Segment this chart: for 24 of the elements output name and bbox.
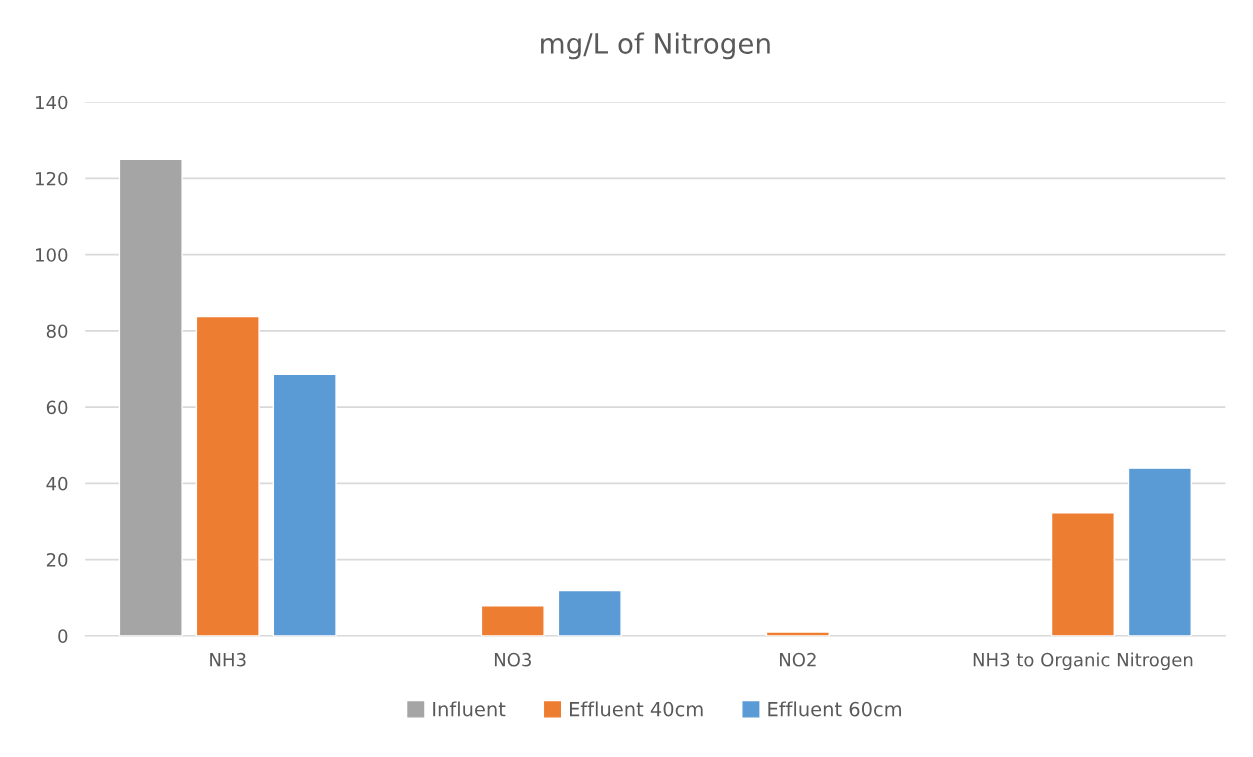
bar — [118, 158, 183, 636]
y-tick-label: 140 — [36, 95, 68, 110]
bar — [1127, 467, 1192, 636]
legend-label: Influent — [433, 701, 506, 717]
x-tick-label: NO2 — [780, 652, 816, 667]
bar — [1050, 512, 1115, 636]
y-tick-label: 60 — [46, 400, 68, 415]
y-tick-label: 120 — [36, 171, 68, 186]
bar — [557, 589, 622, 636]
legend-label: Effluent 40cm — [570, 701, 703, 717]
chart-title: mg/L of Nitrogen — [541, 32, 770, 60]
y-tick-label: 20 — [46, 553, 68, 567]
y-tick-label: 100 — [36, 248, 68, 262]
x-tick-label: NH3 — [210, 652, 246, 667]
bar — [480, 605, 545, 636]
y-tick-label: 80 — [46, 324, 68, 339]
bar — [272, 373, 337, 636]
legend-label: Effluent 60cm — [768, 701, 901, 717]
y-tick-label: 40 — [46, 476, 68, 491]
bar — [765, 631, 830, 636]
x-tick-label: NO3 — [494, 652, 531, 667]
x-tick-label: NH3 to Organic Nitrogen — [973, 652, 1193, 671]
y-tick-label: 0 — [58, 629, 68, 643]
bar — [195, 315, 260, 636]
